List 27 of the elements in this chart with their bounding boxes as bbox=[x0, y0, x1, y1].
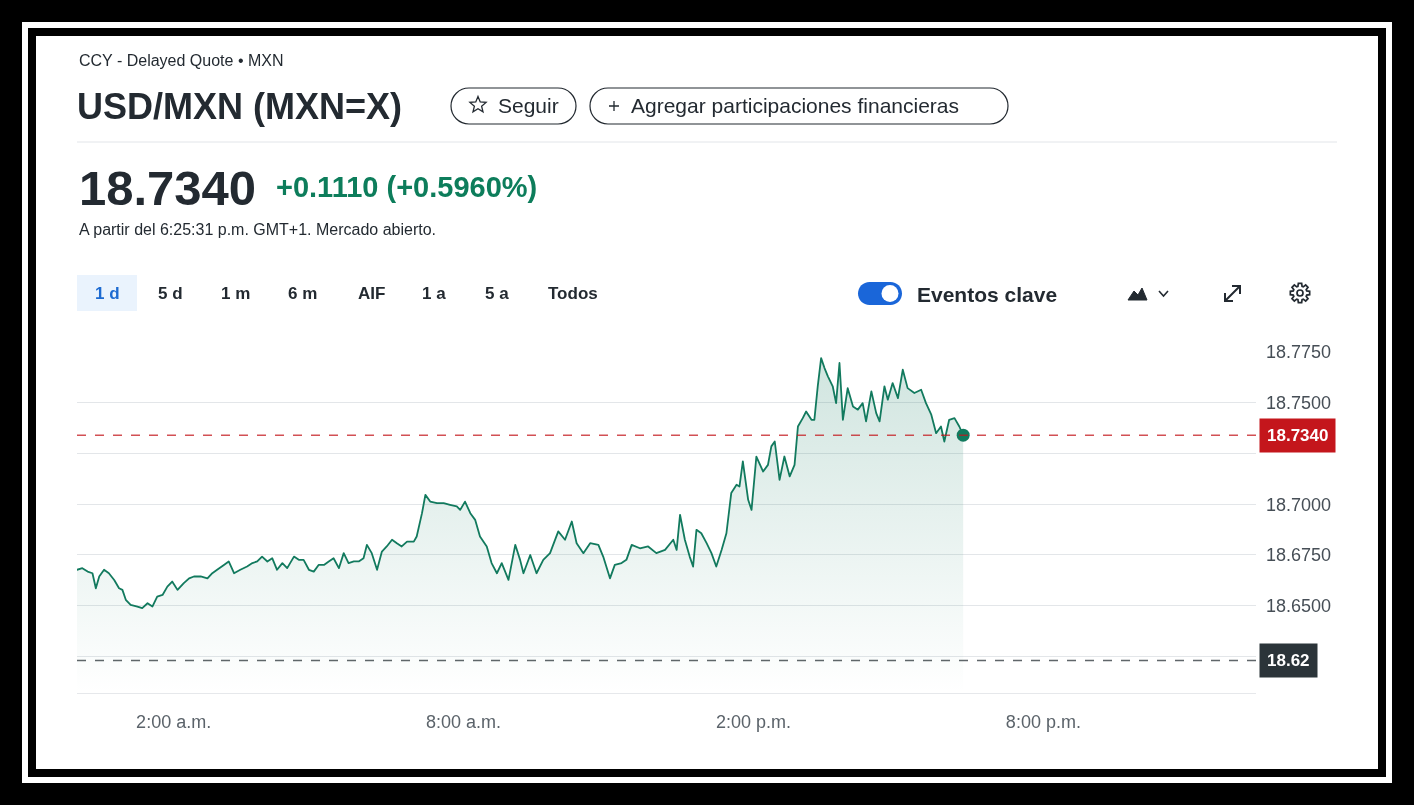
y-tick-label: 18.6750 bbox=[1266, 545, 1332, 566]
text: Agregar participaciones financieras bbox=[631, 94, 960, 117]
x-tick-label: 8:00 p.m. bbox=[1005, 711, 1081, 732]
text: AIF bbox=[358, 284, 386, 303]
y-tick-label: 18.7000 bbox=[1266, 494, 1332, 515]
x-tick-label: 8:00 a.m. bbox=[426, 711, 502, 732]
text: 18.7340 bbox=[79, 161, 257, 215]
chart-title: USD/MXN (MXN=X) bbox=[77, 85, 403, 127]
text: Eventos clave bbox=[917, 283, 1058, 306]
x-tick-label: 2:00 p.m. bbox=[715, 711, 791, 732]
text: 1 d bbox=[95, 284, 120, 303]
text: A partir del 6:25:31 p.m. GMT+1. Mercado abierto. bbox=[79, 221, 437, 238]
text: Seguir bbox=[498, 94, 559, 117]
text: 5 d bbox=[158, 284, 183, 303]
text: +0.1110 (+0.5960%) bbox=[276, 171, 538, 203]
x-tick-label: 2:00 a.m. bbox=[136, 711, 212, 732]
y-tick-label: 18.7500 bbox=[1266, 393, 1332, 414]
text: Todos bbox=[548, 284, 598, 303]
y-tick-label: 18.7750 bbox=[1266, 342, 1332, 363]
text: 1 a bbox=[422, 284, 447, 303]
text: 5 a bbox=[485, 284, 510, 303]
text: 1 m bbox=[221, 284, 251, 303]
text: 6 m bbox=[288, 284, 318, 303]
ref-line-label: 18.62 bbox=[1267, 651, 1310, 670]
ref-line-label: 18.7340 bbox=[1267, 426, 1329, 445]
y-tick-label: 18.6500 bbox=[1266, 596, 1332, 617]
chart-subtitle: CCY - Delayed Quote • MXN bbox=[79, 52, 284, 69]
